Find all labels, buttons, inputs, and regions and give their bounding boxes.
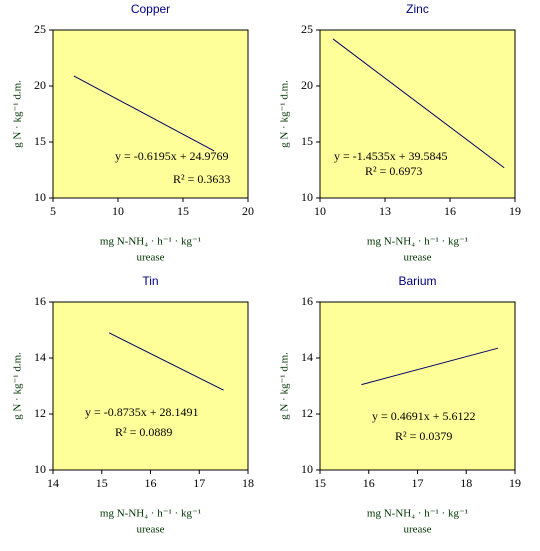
chart-title: Tin	[142, 274, 158, 288]
annotation: R² = 0.6973	[365, 164, 422, 178]
y-tick-label: 20	[34, 78, 46, 92]
plot-area	[319, 301, 516, 471]
x-tick-label: 16	[444, 204, 456, 218]
x-tick-label: 5	[50, 204, 56, 218]
x-tick-label: 16	[363, 476, 375, 490]
annotation: y = 0.4691x + 5.6122	[372, 409, 476, 423]
x-tick-label: 19	[509, 476, 521, 490]
x-tick-label: 13	[379, 204, 391, 218]
x-axis-label: mg N-NH₄ · h⁻¹ · kg⁻¹	[367, 236, 468, 248]
y-tick-label: 12	[301, 406, 313, 420]
y-tick-label: 10	[34, 190, 46, 204]
x-tick-label: 10	[112, 204, 124, 218]
y-tick-label: 16	[301, 294, 313, 308]
annotation: R² = 0.0889	[115, 425, 172, 439]
y-axis-label: g N · kg⁻¹ d.m.	[12, 352, 24, 420]
x-tick-label: 17	[412, 476, 424, 490]
x-tick-label: 15	[96, 476, 108, 490]
trend-line	[73, 75, 215, 152]
y-tick-label: 15	[301, 134, 313, 148]
chart-title: Barium	[398, 274, 436, 288]
annotation: y = -0.8735x + 28.1491	[85, 405, 199, 419]
y-tick-label: 25	[34, 22, 46, 36]
x-tick-label: 14	[47, 476, 59, 490]
x-tick-label: 15	[177, 204, 189, 218]
y-tick-label: 14	[301, 350, 313, 364]
x-tick-label: 16	[145, 476, 157, 490]
y-tick-label: 16	[34, 294, 46, 308]
y-axis-label: g N · kg⁻¹ d.m.	[12, 80, 24, 148]
annotation: R² = 0.3633	[173, 172, 230, 186]
y-axis-label: g N · kg⁻¹ d.m.	[279, 352, 291, 420]
y-tick-label: 20	[301, 78, 313, 92]
trend-line	[108, 332, 224, 391]
plot-area	[319, 29, 516, 199]
annotation: y = -1.4535x + 39.5845	[334, 149, 448, 163]
y-tick-label: 12	[34, 406, 46, 420]
x-tick-label: 10	[314, 204, 326, 218]
y-tick-label: 25	[301, 22, 313, 36]
annotation: R² = 0.0379	[395, 429, 452, 443]
x-tick-label: 18	[242, 476, 254, 490]
x-axis-label-2: urease	[136, 252, 164, 264]
y-tick-label: 14	[34, 350, 46, 364]
x-tick-label: 19	[509, 204, 521, 218]
y-axis-label: g N · kg⁻¹ d.m.	[279, 80, 291, 148]
y-tick-label: 10	[301, 190, 313, 204]
plot-area	[52, 29, 249, 199]
x-axis-label-2: urease	[136, 524, 164, 536]
x-axis-label: mg N-NH₄ · h⁻¹ · kg⁻¹	[100, 236, 201, 248]
plot-area	[52, 301, 249, 471]
y-tick-label: 10	[34, 462, 46, 476]
chart-title: Copper	[131, 2, 170, 16]
y-tick-label: 15	[34, 134, 46, 148]
x-axis-label-2: urease	[403, 252, 431, 264]
x-axis-label: mg N-NH₄ · h⁻¹ · kg⁻¹	[100, 508, 201, 520]
x-tick-label: 18	[460, 476, 472, 490]
trend-line	[361, 347, 499, 386]
x-tick-label: 17	[193, 476, 205, 490]
trend-line	[332, 38, 505, 169]
x-axis-label: mg N-NH₄ · h⁻¹ · kg⁻¹	[367, 508, 468, 520]
x-tick-label: 15	[314, 476, 326, 490]
y-tick-label: 10	[301, 462, 313, 476]
chart-title: Zinc	[406, 2, 429, 16]
x-axis-label-2: urease	[403, 524, 431, 536]
annotation: y = -0.6195x + 24.9769	[115, 149, 229, 163]
x-tick-label: 20	[242, 204, 254, 218]
